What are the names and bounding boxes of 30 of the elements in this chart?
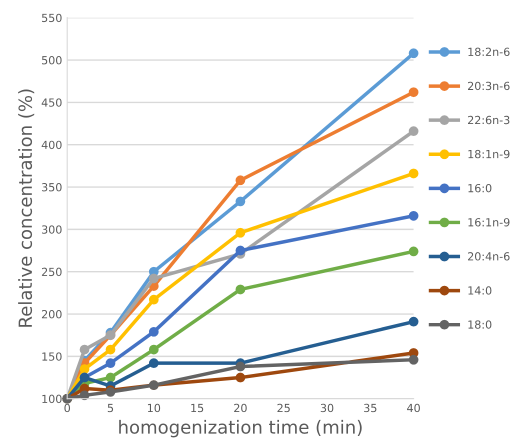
legend-label: 16:0 <box>468 184 492 192</box>
y-tick-label: 400 <box>42 140 62 150</box>
x-tick-label: 30 <box>320 404 334 412</box>
x-tick-label: 40 <box>407 404 420 412</box>
legend-label: 22:6n-3 <box>468 116 510 124</box>
y-tick-label: 450 <box>42 98 62 107</box>
x-tick-label: 0 <box>64 404 70 412</box>
y-tick-label: 300 <box>42 225 62 234</box>
legend-label: 20:4n-6 <box>468 252 510 261</box>
y-tick-label: 150 <box>42 352 62 361</box>
legend-label: 18:0 <box>468 320 492 329</box>
x-tick-label: 25 <box>277 404 290 412</box>
legend-label: 16:1n-9 <box>468 218 510 226</box>
x-tick-label: 5 <box>108 404 114 412</box>
y-tick-label: 200 <box>42 310 62 318</box>
legend-label: 20:3n-6 <box>468 82 510 90</box>
y-tick-label: 500 <box>42 56 62 64</box>
y-axis-title: Relative concentration (%) <box>18 89 34 327</box>
x-axis-title: homogenization time (min) <box>119 420 362 438</box>
x-tick-label: 10 <box>148 404 160 412</box>
x-tick-label: 20 <box>234 404 247 412</box>
y-tick-label: 250 <box>42 268 62 276</box>
legend-label: 14:0 <box>468 286 492 295</box>
x-tick-label: 35 <box>364 404 376 412</box>
y-tick-label: 350 <box>42 183 62 192</box>
legend-label: 18:1n-9 <box>468 150 510 158</box>
y-tick-label: 550 <box>42 14 62 22</box>
y-tick-label: 100 <box>42 394 62 404</box>
x-tick-label: 15 <box>191 404 204 412</box>
legend-label: 18:2n-6 <box>468 48 510 56</box>
